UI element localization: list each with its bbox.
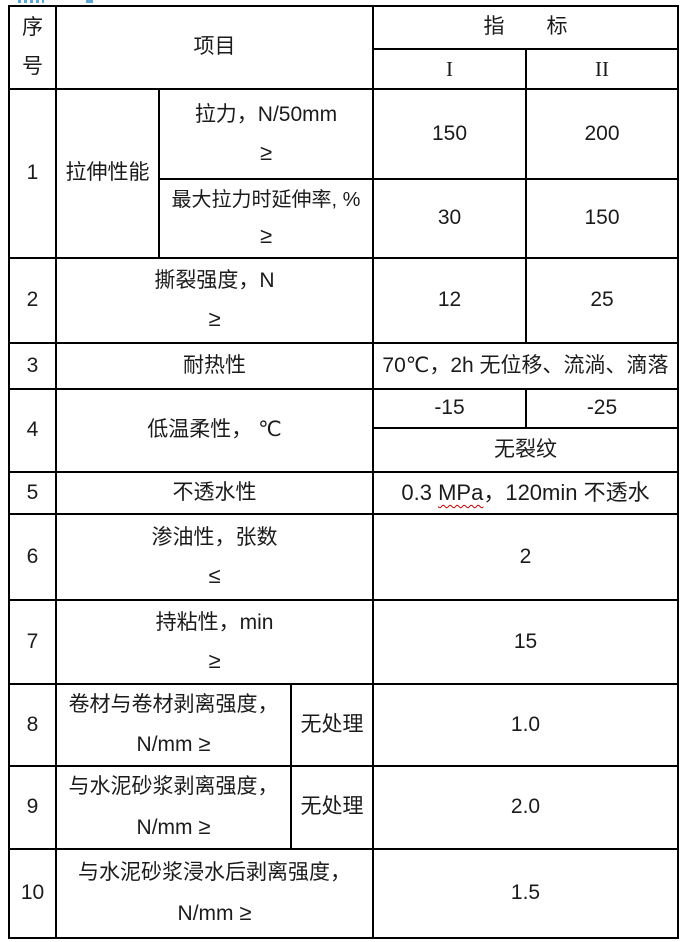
gte-symbol: ≥: [198, 731, 211, 756]
row-4a: 4 低温柔性， ℃ -15 -25: [8, 388, 679, 473]
row-8-condition: 无处理: [290, 683, 374, 767]
header-row-2: I II: [9, 48, 679, 90]
row-6-item-line1: 渗油性，张数: [151, 525, 278, 549]
row-5-value-spellcheck-word: MPa: [438, 479, 484, 505]
row-5-value: 0.3 MPa，120min 不透水: [372, 471, 679, 515]
header-serial-line1: 序: [22, 15, 43, 39]
row-6-value-merged: 2: [372, 513, 679, 601]
row-2-value-grade1: 12: [372, 257, 527, 344]
row-9-item: 与水泥砂浆剥离强度， N/mm ≥: [55, 765, 292, 850]
row-1a-value-grade1: 150: [372, 88, 527, 180]
cropped-blue-text-artifact: [86, 0, 93, 3]
header-row-1: 序 号 项目 指 标: [8, 5, 679, 90]
row-9-value-merged: 2.0: [372, 765, 679, 850]
row-5-item: 不透水性: [55, 471, 374, 515]
row-5: 5 不透水性 0.3 MPa，120min 不透水: [8, 471, 679, 515]
row-7-item: 持粘性，min ≥: [55, 599, 374, 685]
row-1a-value-grade2: 200: [525, 88, 679, 180]
row-1a-item: 拉力，N/50mm ≥: [158, 88, 374, 180]
row-8-serial: 8: [8, 683, 57, 767]
header-index-cell: 指 标: [372, 5, 679, 50]
row-8-item-line1: 卷材与卷材剥离强度，: [68, 692, 279, 716]
row-2-serial: 2: [8, 257, 57, 344]
row-4-value-merged: 无裂纹: [372, 427, 679, 473]
row-6-item: 渗油性，张数 ≤: [55, 513, 374, 601]
row-1b-item: 最大拉力时延伸率, % ≥: [158, 178, 374, 259]
row-7-item-line1: 持粘性，min: [155, 610, 274, 634]
row-5-serial: 5: [8, 471, 57, 515]
row-10-item: 与水泥砂浆浸水后剥离强度， N/mm ≥: [55, 848, 374, 939]
row-9-item-line1: 与水泥砂浆剥离强度，: [68, 775, 279, 799]
row-8-item-unit: N/mm: [136, 733, 193, 756]
header-serial-line2: 号: [22, 55, 43, 78]
row-7-serial: 7: [8, 599, 57, 685]
row-1b-value-grade2: 150: [525, 178, 679, 259]
gte-symbol: ≥: [239, 900, 252, 925]
row-2-value-grade2: 25: [525, 257, 679, 344]
row-5-value-suffix: ，120min 不透水: [483, 479, 650, 505]
row-1-serial: 1: [8, 88, 57, 259]
lte-symbol: ≤: [208, 562, 221, 588]
row-1b-item-line1: 最大拉力时延伸率, %: [171, 188, 361, 211]
row-8-item: 卷材与卷材剥离强度， N/mm ≥: [55, 683, 292, 767]
row-1a-item-line1: 拉力，N/50mm: [194, 102, 338, 126]
row-7: 7 持粘性，min ≥ 15: [8, 599, 679, 685]
row-4b: 无裂纹: [9, 427, 679, 473]
row-3-value: 70℃，2h 无位移、流淌、滴落: [372, 342, 679, 390]
row-9: 9 与水泥砂浆剥离强度， N/mm ≥ 无处理 2.0: [8, 765, 679, 850]
row-4-value-grade2: -25: [525, 388, 679, 429]
gte-symbol: ≥: [259, 139, 273, 165]
specification-table: 序 号 项目 指 标 I II 1 拉伸性能 拉力，N/50mm ≥ 150 2…: [8, 5, 679, 939]
row-1-group-label: 拉伸性能: [55, 88, 160, 259]
row-5-value-prefix: 0.3: [401, 479, 439, 505]
row-9-condition: 无处理: [290, 765, 374, 850]
row-10-serial: 10: [8, 848, 57, 939]
row-6: 6 渗油性，张数 ≤ 2: [8, 513, 679, 601]
row-1b: 最大拉力时延伸率, % ≥ 30 150: [9, 178, 679, 259]
header-serial-cell: 序 号: [8, 5, 57, 90]
row-10: 10 与水泥砂浆浸水后剥离强度， N/mm ≥ 1.5: [8, 848, 679, 939]
row-9-serial: 9: [8, 765, 57, 850]
cropped-blue-text-artifact: [18, 0, 44, 3]
row-7-value-merged: 15: [372, 599, 679, 685]
gte-symbol: ≥: [208, 306, 221, 332]
row-10-item-line1: 与水泥砂浆浸水后剥离强度，: [78, 860, 351, 884]
row-4-value-grade1: -15: [372, 388, 527, 429]
row-1a: 1 拉伸性能 拉力，N/50mm ≥ 150 200: [8, 88, 679, 259]
row-8-value-merged: 1.0: [372, 683, 679, 767]
row-9-item-unit: N/mm: [136, 815, 193, 839]
row-3-item: 耐热性: [55, 342, 374, 390]
row-6-serial: 6: [8, 513, 57, 601]
row-1b-value-grade1: 30: [372, 178, 527, 259]
row-10-item-unit: N/mm: [177, 902, 234, 925]
row-8: 8 卷材与卷材剥离强度， N/mm ≥ 无处理 1.0: [8, 683, 679, 767]
gte-symbol: ≥: [259, 222, 273, 248]
row-4-serial: 4: [8, 388, 57, 473]
row-10-value-merged: 1.5: [372, 848, 679, 939]
gte-symbol: ≥: [198, 813, 211, 839]
row-4-item: 低温柔性， ℃: [55, 388, 374, 473]
row-2: 2 撕裂强度，N ≥ 12 25: [8, 257, 679, 344]
row-2-item-line1: 撕裂强度，N: [154, 269, 275, 293]
header-item-cell: 项目: [55, 5, 374, 90]
row-2-item: 撕裂强度，N ≥: [55, 257, 374, 344]
header-grade2-cell: II: [525, 48, 679, 90]
row-3-serial: 3: [8, 342, 57, 390]
gte-symbol: ≥: [208, 647, 221, 673]
header-grade1-cell: I: [372, 48, 527, 90]
row-3: 3 耐热性 70℃，2h 无位移、流淌、滴落: [8, 342, 679, 390]
